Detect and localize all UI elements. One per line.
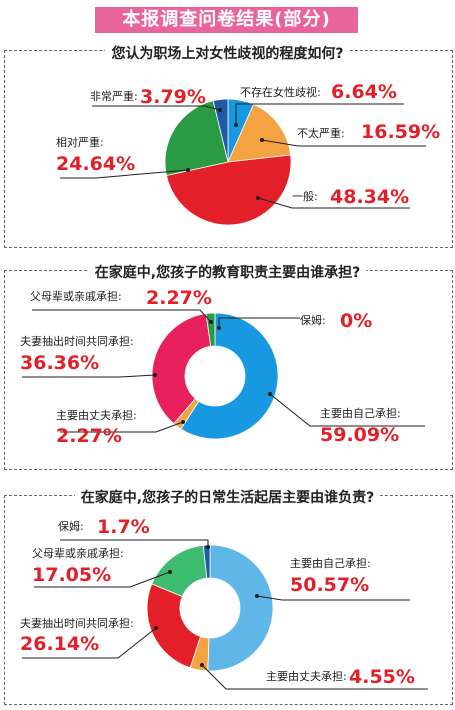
value-label-4: 24.64% [56,153,135,175]
leader-dot-2 [260,138,264,142]
value-label-4: 17.05% [32,564,111,586]
leader-dot-4 [186,168,190,172]
leader-line-3 [22,627,157,659]
pie-slice-5 [212,98,229,163]
leader-line-5 [32,309,212,323]
leader-line-1 [256,595,410,601]
category-label-5: 非常严重: [90,89,138,103]
chart-1: 不存在女性歧视: 6.64% 不太严重: 16.59% 一般: 48.34% 相对严重: 24… [56,81,440,226]
category-label-4: 相对严重: [56,135,104,149]
leader-dot-3 [181,420,185,424]
value-label-5: 2.27% [146,287,212,309]
chart-title-1: 您认为职场上对女性歧视的程度如何? [0,43,455,63]
chart-title-2: 在家庭中,您孩子的教育职责主要由谁承担? [0,262,455,282]
leader-line-4 [22,374,156,378]
chart-2: 保姆: 0% 主要由自己承担: 59.09% 主要由丈夫承担: 2.27% 夫妻抽出时间共同… [20,287,425,447]
pie-slice-3 [165,154,292,226]
leader-line-5 [92,105,221,111]
category-label-4: 夫妻抽出时间共同承担: [20,334,134,348]
leader-dot-4 [153,373,157,377]
category-label-5: 保姆: [58,519,84,533]
value-label-3: 48.34% [330,186,409,208]
category-label-3: 夫妻抽出时间共同承担: [20,616,134,630]
category-label-2: 主要由自己承担: [320,406,401,420]
leader-line-2 [261,139,426,147]
value-label-4: 36.36% [20,352,99,374]
leader-line-1 [218,317,300,328]
category-label-1: 不存在女性歧视: [240,85,321,99]
value-label-5: 1.7% [97,516,150,538]
category-label-3: 主要由丈夫承担: [56,408,137,422]
leader-dot-2 [268,392,272,396]
value-label-3: 2.27% [56,425,122,447]
leader-line-3 [60,421,184,433]
value-label-1: 0% [340,310,372,332]
donut-hole [185,346,245,406]
leader-line-4 [60,169,189,179]
leader-dot-3 [256,196,260,200]
category-label-5: 父母辈或亲戚承担: [30,289,122,303]
leader-dot-5 [209,320,213,324]
leader-line-3 [257,197,410,209]
chart-3: 主要由自己承担: 50.57% 主要由丈夫承担: 4.55% 夫妻抽出时间共同承担: 26… [20,516,428,690]
value-label-5: 3.79% [140,86,206,108]
leader-line-4 [34,571,171,588]
leader-dot-1 [217,326,221,330]
leader-line-1 [235,103,404,125]
value-label-1: 50.57% [290,574,369,596]
category-label-2: 不太严重: [297,126,345,140]
page-title: 本报调查问卷结果(部分) [95,7,358,33]
value-label-2: 59.09% [320,424,399,446]
leader-line-5 [60,539,209,547]
category-label-3: 一般: [292,190,318,203]
pie-slice-4 [164,100,229,176]
leader-dot-4 [168,570,172,574]
value-label-1: 6.64% [331,81,397,103]
leader-line-2 [269,393,425,427]
chart-title-3: 在家庭中,您孩子的日常生活起居主要由谁负责? [0,487,455,507]
leader-dot-1 [234,123,238,127]
pie-slice-2 [227,103,292,163]
donut-hole [180,578,240,638]
leader-line-2 [201,664,428,690]
leader-dot-2 [200,663,204,667]
category-label-1: 保姆: [300,313,326,327]
value-label-2: 4.55% [349,666,415,688]
leader-dot-3 [154,626,158,630]
value-label-2: 16.59% [361,121,440,143]
category-label-4: 父母辈或亲戚承担: [32,546,124,560]
value-label-3: 26.14% [20,633,99,655]
leader-dot-5 [218,108,222,112]
leader-dot-5 [206,545,210,549]
category-label-2: 主要由丈夫承担: [266,669,347,683]
category-label-1: 主要由自己承担: [290,556,371,570]
leader-dot-1 [255,594,259,598]
